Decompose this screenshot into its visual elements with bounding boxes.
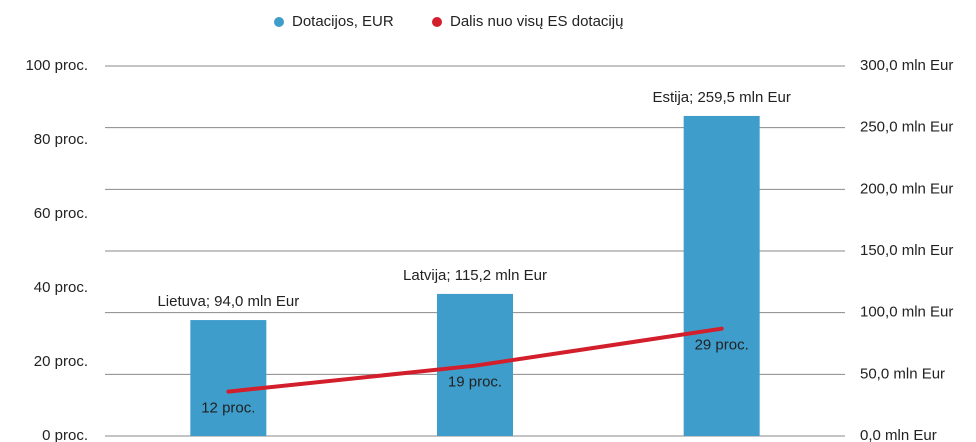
legend-marker xyxy=(432,17,442,27)
y-tick-label: 20 proc. xyxy=(34,353,88,370)
y2-tick-label: 150,0 mln Eur xyxy=(860,242,953,259)
y-tick-label: 80 proc. xyxy=(34,131,88,148)
line-value-label: 12 proc. xyxy=(201,400,255,417)
legend-label: Dotacijos, EUR xyxy=(292,13,394,30)
y2-tick-label: 300,0 mln Eur xyxy=(860,57,953,74)
y2-tick-label: 100,0 mln Eur xyxy=(860,304,953,321)
line-value-label: 29 proc. xyxy=(695,337,749,354)
bar-value-label: Lietuva; 94,0 mln Eur xyxy=(157,293,299,310)
legend-marker xyxy=(274,17,284,27)
y-tick-label: 100 proc. xyxy=(25,57,88,74)
bar xyxy=(190,320,267,436)
y2-tick-label: 0,0 mln Eur xyxy=(860,427,937,442)
y2-tick-label: 50,0 mln Eur xyxy=(860,365,945,382)
y2-tick-label: 250,0 mln Eur xyxy=(860,119,953,136)
bar-value-label: Estija; 259,5 mln Eur xyxy=(652,89,790,106)
line-value-label: 19 proc. xyxy=(448,374,502,391)
y2-tick-label: 200,0 mln Eur xyxy=(860,180,953,197)
line xyxy=(226,326,724,394)
y-tick-label: 40 proc. xyxy=(34,279,88,296)
y-tick-label: 60 proc. xyxy=(34,205,88,222)
bar xyxy=(683,115,760,436)
y-tick-label: 0 proc. xyxy=(42,427,88,442)
legend-label: Dalis nuo visų ES dotacijų xyxy=(450,13,623,30)
bar-value-label: Latvija; 115,2 mln Eur xyxy=(403,267,547,284)
